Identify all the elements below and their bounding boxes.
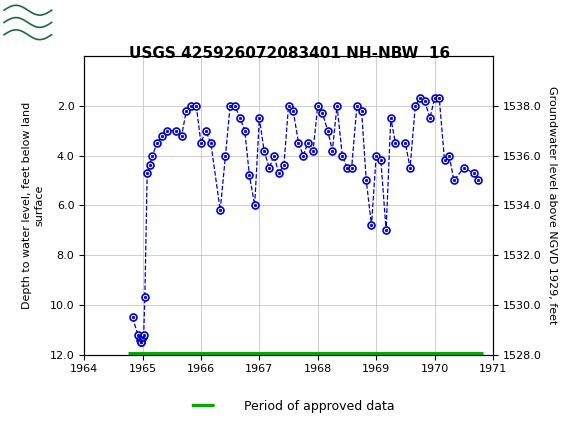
Y-axis label: Depth to water level, feet below land
surface: Depth to water level, feet below land su…	[23, 102, 44, 309]
Text: USGS: USGS	[58, 12, 113, 29]
Text: ━━: ━━	[191, 397, 215, 416]
Y-axis label: Groundwater level above NGVD 1929, feet: Groundwater level above NGVD 1929, feet	[547, 86, 557, 325]
Text: USGS 425926072083401 NH-NBW  16: USGS 425926072083401 NH-NBW 16	[129, 46, 451, 61]
FancyBboxPatch shape	[3, 3, 52, 37]
Text: Period of approved data: Period of approved data	[244, 400, 394, 413]
